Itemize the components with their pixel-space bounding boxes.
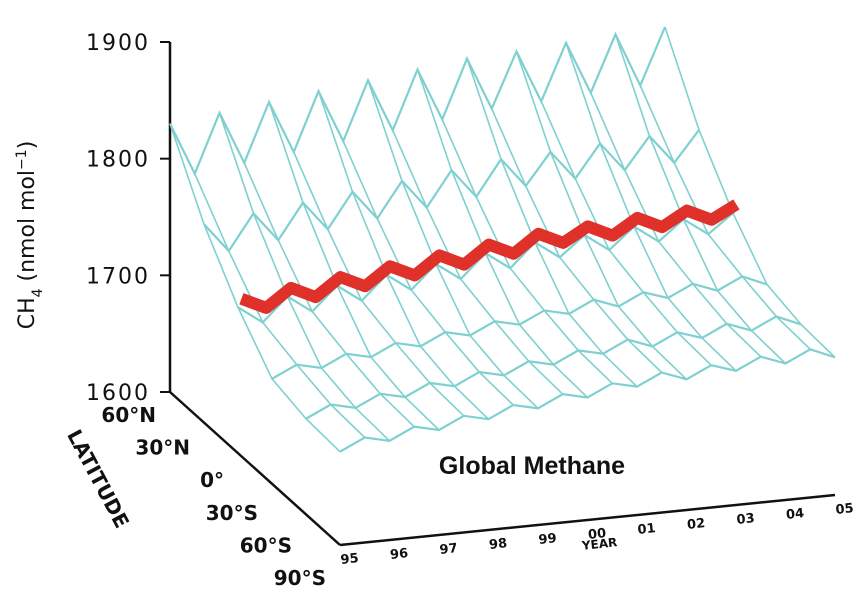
surface-cross-line: [293, 151, 465, 417]
surface-cross-line: [614, 34, 787, 365]
y-label-part: 4: [30, 288, 46, 297]
latitude-tick-label: 30°S: [206, 501, 258, 525]
y-tick-label: 1700: [86, 264, 150, 289]
latitude-axis: [169, 391, 341, 546]
surface-cross-line: [218, 112, 391, 442]
year-tick-label: 05: [835, 501, 853, 518]
surface-cross-line: [565, 42, 737, 372]
y-tick-label: 1800: [86, 148, 150, 173]
year-tick-label: 97: [439, 541, 459, 558]
y-label-part: (nmol mol: [15, 170, 40, 289]
y-axis-label: CH4 (nmol mol−1): [14, 141, 46, 330]
surface-cross-line: [540, 101, 712, 366]
year-tick-label: 00: [587, 526, 607, 543]
surface-row-line: [271, 275, 768, 380]
surface-cross-line: [515, 51, 688, 380]
surface-cross-line: [441, 119, 613, 384]
latitude-tick-label: 60°N: [101, 403, 156, 427]
latitude-tick-label: 30°N: [135, 436, 190, 460]
chart-title: Global Methane: [439, 452, 625, 480]
surface-cross-line: [416, 69, 589, 399]
surface-cross-line: [466, 58, 638, 388]
y-tick-label: 1900: [86, 31, 150, 56]
surface-cross-line: [664, 26, 836, 358]
global-mean-band: [239, 199, 740, 314]
surface-cross-line: [590, 92, 762, 358]
surface-cross-line: [169, 123, 341, 453]
surface-cross-line: [243, 162, 415, 428]
year-tick-label: 95: [340, 551, 360, 568]
y-label-part: ): [15, 141, 40, 150]
surface-cross-line: [317, 90, 490, 420]
latitude-tick-label: 60°S: [240, 533, 292, 557]
y-tick-label: 1600: [86, 381, 150, 406]
year-tick-label: 04: [785, 506, 805, 523]
y-label-part: −1: [14, 149, 30, 170]
surface-cross-line: [194, 173, 366, 439]
surface-cross-line: [342, 140, 514, 406]
surface-cross-line: [367, 80, 539, 409]
year-tick-label: 98: [488, 536, 508, 553]
surface-cross-line: [491, 108, 663, 374]
y-label-part: CH: [15, 297, 40, 329]
surface-cross-line: [639, 85, 811, 350]
latitude-tick-label: 90°S: [274, 566, 326, 590]
surface-cross-line: [268, 101, 440, 431]
surface-row-line: [305, 315, 802, 420]
year-tick-label: 03: [736, 511, 756, 528]
latitude-axis-label: LATITUDE: [62, 425, 134, 532]
year-axis-label: YEAR: [580, 535, 618, 553]
surface-row-line: [339, 348, 836, 453]
latitude-tick-label: 0°: [200, 468, 224, 492]
surface-row-line: [203, 129, 700, 253]
year-tick-label: 99: [538, 531, 558, 548]
surface-row-line: [169, 26, 667, 177]
year-tick-label: 01: [637, 521, 657, 538]
year-tick-label: 96: [389, 546, 409, 563]
year-tick-label: 02: [686, 516, 706, 533]
surface-cross-line: [392, 130, 564, 395]
year-axis: [339, 493, 836, 547]
